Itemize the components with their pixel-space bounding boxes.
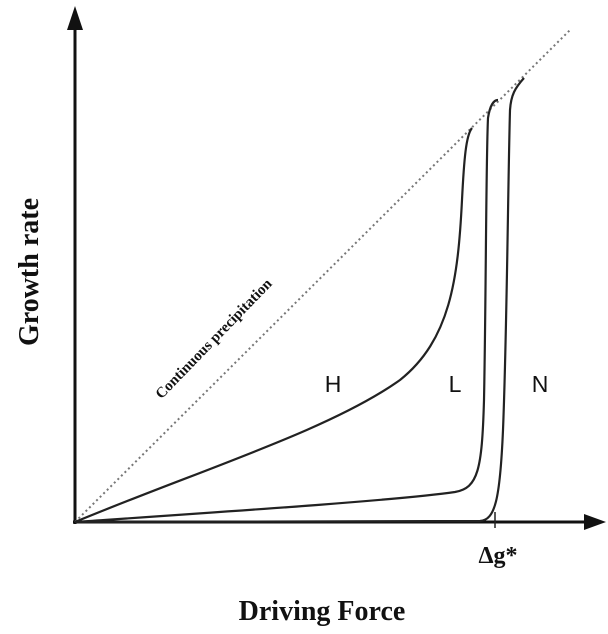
curve-n	[74, 77, 525, 524]
curve-h	[74, 127, 473, 524]
curve-label: N	[532, 371, 549, 397]
continuous-line	[74, 29, 571, 523]
curve-l	[74, 98, 499, 524]
threshold-label: Δg*	[478, 543, 517, 569]
x-axis-arrow	[584, 514, 606, 530]
curve-label: L	[449, 371, 462, 397]
x-axis-label: Driving Force	[239, 596, 406, 627]
y-axis-label: Growth rate	[14, 198, 45, 346]
curve-label: H	[325, 371, 342, 397]
y-axis-arrow	[67, 6, 83, 30]
